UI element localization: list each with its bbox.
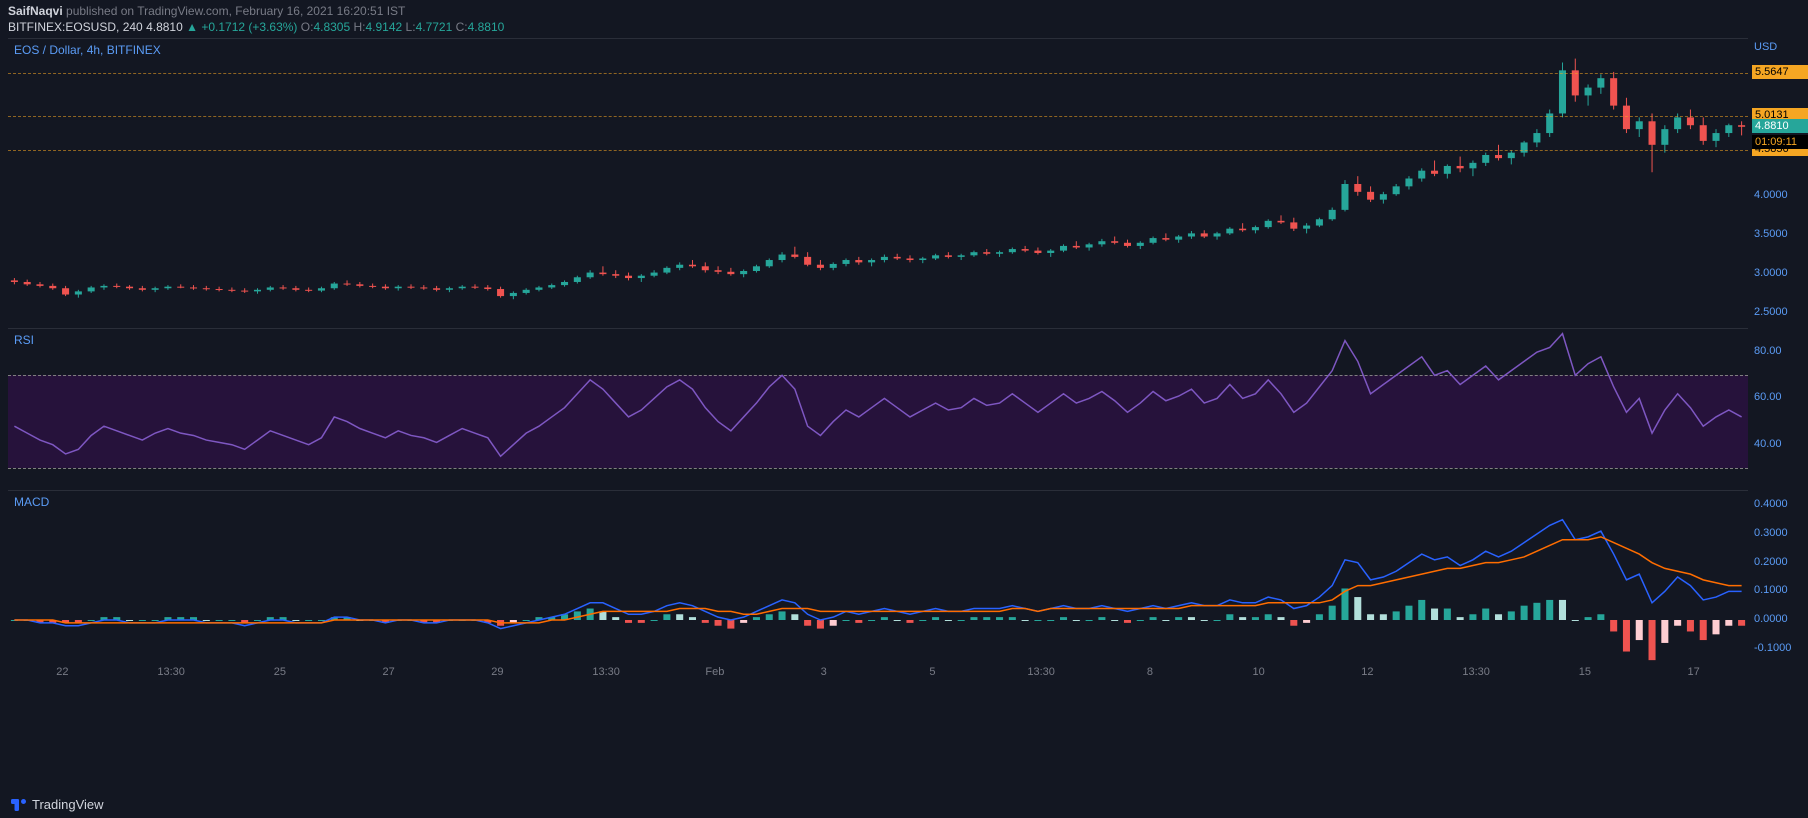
published-on: published on TradingView.com, [66, 4, 232, 18]
o-value: 4.8305 [313, 20, 350, 34]
rsi-title: RSI [14, 333, 34, 347]
macd-y-axis: -0.1000 0.0000 0.1000 0.2000 0.3000 0.4000 [1750, 491, 1808, 662]
current-price-label: 4.8810 [1752, 119, 1808, 133]
x-tick: 22 [56, 666, 68, 678]
y-tick: -0.1000 [1754, 642, 1791, 654]
y-tick: 0.4000 [1754, 498, 1788, 510]
candlestick-chart[interactable] [8, 39, 1748, 329]
c-label: C: [456, 20, 468, 34]
last-price: 4.8810 [146, 20, 183, 34]
tradingview-logo-icon [10, 798, 28, 812]
publish-line: SaifNaqvi published on TradingView.com, … [8, 4, 1800, 18]
interval: 240 [123, 20, 143, 34]
y-tick: 40.00 [1754, 438, 1782, 450]
countdown-label: 01:09:11 [1752, 135, 1808, 149]
rsi-pane[interactable]: RSI 40.0060.0080.00 [8, 328, 1748, 490]
y-tick: 3.0000 [1754, 267, 1788, 279]
price-pane[interactable]: EOS / Dollar, 4h, BITFINEX USD2.50003.00… [8, 38, 1748, 328]
exchange-symbol: BITFINEX:EOSUSD, [8, 20, 119, 34]
symbol-line: BITFINEX:EOSUSD, 240 4.8810 ▲ +0.1712 (+… [8, 20, 1800, 34]
macd-chart[interactable] [8, 491, 1748, 663]
l-label: L: [406, 20, 416, 34]
publish-date: February 16, 2021 16:20:51 IST [235, 4, 405, 18]
c-value: 4.8810 [468, 20, 505, 34]
y-tick: 80.00 [1754, 345, 1782, 357]
y-tick: 4.0000 [1754, 189, 1788, 201]
l-value: 4.7721 [416, 20, 453, 34]
time-axis: 22 13:30 25 27 29 13:30 Feb 3 5 13:30 8 10 12 13:30 15… [8, 662, 1748, 686]
x-tick: 25 [274, 666, 286, 678]
x-tick: 17 [1688, 666, 1700, 678]
macd-title: MACD [14, 495, 49, 509]
x-tick: 3 [821, 666, 827, 678]
usd-label: USD [1754, 41, 1777, 53]
rsi-y-axis: 40.00 60.00 80.00 [1750, 329, 1808, 490]
x-tick: 5 [929, 666, 935, 678]
rsi-chart[interactable] [8, 329, 1748, 491]
chart-header: SaifNaqvi published on TradingView.com, … [0, 0, 1808, 38]
price-change: +0.1712 (+3.63%) [201, 20, 297, 34]
author: SaifNaqvi [8, 4, 63, 18]
x-tick: Feb [705, 666, 724, 678]
h-label: H: [354, 20, 366, 34]
x-tick: 8 [1147, 666, 1153, 678]
x-tick: 12 [1361, 666, 1373, 678]
y-tick: 0.1000 [1754, 584, 1788, 596]
x-tick: 15 [1579, 666, 1591, 678]
x-tick: 29 [491, 666, 503, 678]
tradingview-branding[interactable]: TradingView [10, 797, 104, 812]
y-tick: 2.5000 [1754, 306, 1788, 318]
x-tick: 13:30 [1027, 666, 1055, 678]
y-tick: 0.3000 [1754, 527, 1788, 539]
tradingview-brand-text: TradingView [32, 797, 104, 812]
y-tick: 3.5000 [1754, 228, 1788, 240]
x-tick: 27 [383, 666, 395, 678]
macd-pane[interactable]: MACD -0.10000.00000.10000.20000.30000.40… [8, 490, 1748, 662]
hline-label: 5.5647 [1752, 65, 1808, 79]
x-tick: 13:30 [157, 666, 185, 678]
up-arrow-icon: ▲ [186, 20, 198, 34]
x-tick: 10 [1253, 666, 1265, 678]
h-value: 4.9142 [366, 20, 403, 34]
y-tick: 60.00 [1754, 391, 1782, 403]
y-tick: 0.0000 [1754, 613, 1788, 625]
price-pane-title: EOS / Dollar, 4h, BITFINEX [14, 43, 161, 57]
x-tick: 13:30 [1462, 666, 1490, 678]
o-label: O: [301, 20, 314, 34]
x-tick: 13:30 [592, 666, 620, 678]
price-y-axis: USD2.50003.00003.50004.00005.01315.5647 [1750, 39, 1808, 328]
y-tick: 0.2000 [1754, 556, 1788, 568]
